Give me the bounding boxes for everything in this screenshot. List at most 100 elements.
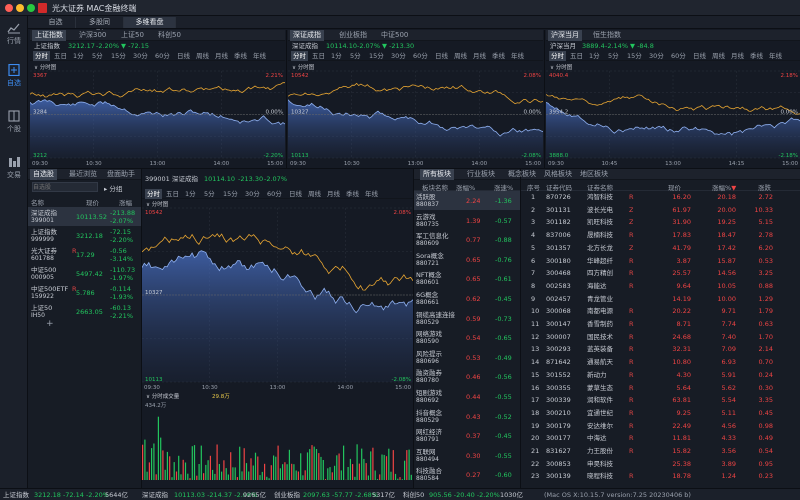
- list-item[interactable]: 深证成指 399001 10113.52 -213.88 -2.07%: [28, 207, 141, 226]
- table-row[interactable]: 8 002583 海能达 R 9.64 10.05 0.88: [521, 280, 800, 293]
- period-3[interactable]: 5分: [204, 190, 215, 198]
- table-row[interactable]: 21 831627 力王股份 R 15.82 3.56 0.54: [521, 445, 800, 458]
- list-item[interactable]: 军工信息化 880609 0.77 -0.88: [414, 230, 520, 249]
- tab-watchlist[interactable]: 自选: [36, 17, 76, 28]
- sidebar-item-market[interactable]: 行情: [0, 22, 28, 46]
- period-3[interactable]: 5分: [92, 52, 103, 60]
- period-0[interactable]: 分时: [145, 189, 162, 199]
- header-stock-pct[interactable]: 涨幅%▼: [712, 182, 736, 192]
- status-cy-label[interactable]: 创业板指: [274, 491, 300, 499]
- list-item[interactable]: 短剧游戏 880692 0.44 -0.55: [414, 387, 520, 406]
- period-1[interactable]: 五日: [570, 52, 583, 60]
- list-item[interactable]: 抖音概念 880529 0.43 -0.52: [414, 407, 520, 426]
- list-item[interactable]: NFT概念 880601 0.65 -0.61: [414, 269, 520, 288]
- period-8[interactable]: 周线: [308, 190, 321, 198]
- table-row[interactable]: 7 300468 四方精创 R 25.57 14.56 3.25: [521, 267, 800, 280]
- period-4[interactable]: 15分: [627, 52, 642, 60]
- list-item[interactable]: 融资融券 880780 0.46 -0.56: [414, 367, 520, 386]
- table-row[interactable]: 11 300147 香雪制药 R 8.71 7.74 0.63: [521, 318, 800, 331]
- watchlist-search-input[interactable]: [32, 182, 98, 192]
- list-item[interactable]: 互联网 880494 0.30 -0.55: [414, 446, 520, 465]
- period-10[interactable]: 季线: [750, 52, 763, 60]
- period-10[interactable]: 季线: [346, 190, 359, 198]
- tab-industry[interactable]: 行业板块: [467, 170, 495, 178]
- sidebar-item-trade[interactable]: 交易: [0, 156, 28, 180]
- period-11[interactable]: 年线: [511, 52, 524, 60]
- table-row[interactable]: 20 300177 中海达 R 11.81 4.33 0.49: [521, 432, 800, 445]
- period-3[interactable]: 5分: [350, 52, 361, 60]
- list-item[interactable]: 云游戏 880735 1.39 -0.57: [414, 211, 520, 230]
- period-1[interactable]: 五日: [54, 52, 67, 60]
- tab-my-stocks[interactable]: 自选股: [30, 169, 57, 180]
- table-row[interactable]: 10 300068 南都电源 R 20.22 9.71 1.79: [521, 305, 800, 318]
- list-item[interactable]: 光大证券 R 601788 17.29 -0.56 -3.14%: [28, 245, 141, 264]
- table-row[interactable]: 13 300293 蓝英装备 R 32.31 7.09 2.14: [521, 343, 800, 356]
- tab-all-sectors[interactable]: 所有板块: [420, 169, 454, 180]
- period-2[interactable]: 1分: [589, 52, 600, 60]
- table-row[interactable]: 17 300339 润和软件 R 63.81 5.54 3.35: [521, 394, 800, 407]
- table-row[interactable]: 9 002457 青龙管业 14.19 10.00 1.29: [521, 293, 800, 306]
- period-9[interactable]: 月线: [215, 52, 228, 60]
- table-row[interactable]: 19 300179 安达维尔 R 22.49 4.56 0.98: [521, 420, 800, 433]
- minimize-window-button[interactable]: [16, 4, 24, 12]
- list-item[interactable]: 铜缆高速连接 880529 0.59 -0.73: [414, 309, 520, 328]
- period-0[interactable]: 分时: [33, 51, 50, 61]
- period-2[interactable]: 1分: [331, 52, 342, 60]
- tab-region[interactable]: 地区板块: [580, 170, 608, 178]
- tab-recent[interactable]: 最近浏览: [69, 170, 97, 178]
- table-row[interactable]: 3 301182 凯旺科技 Z 31.90 19.25 5.15: [521, 216, 800, 229]
- period-4[interactable]: 15分: [111, 52, 126, 60]
- period-8[interactable]: 周线: [712, 52, 725, 60]
- list-item[interactable]: 上证指数 999999 3212.18 -72.15 -2.20%: [28, 226, 141, 245]
- tab-sz50[interactable]: 上证50: [121, 31, 144, 39]
- list-item[interactable]: 中证500 000905 5497.42 -110.73 -1.97%: [28, 264, 141, 283]
- period-5[interactable]: 30分: [391, 52, 406, 60]
- list-item[interactable]: 网红经济 880791 0.37 -0.45: [414, 426, 520, 445]
- table-row[interactable]: 14 871642 通易航天 R 10.80 6.93 0.70: [521, 356, 800, 369]
- table-row[interactable]: 16 300355 蒙草生态 R 5.64 5.62 0.30: [521, 382, 800, 395]
- period-7[interactable]: 日线: [177, 52, 190, 60]
- table-row[interactable]: 5 301357 北方长龙 Z 41.79 17.42 6.20: [521, 242, 800, 255]
- list-item[interactable]: 中证500ETF R 159922 5.786 -0.114 -1.93%: [28, 283, 141, 302]
- tab-sz-index[interactable]: 深证成指: [290, 30, 324, 41]
- status-sh-label[interactable]: 上证指数: [3, 491, 29, 499]
- period-1[interactable]: 五日: [166, 190, 179, 198]
- tab-if-month[interactable]: 沪深当月: [548, 30, 582, 41]
- list-item[interactable]: 网络游戏 880590 0.54 -0.65: [414, 328, 520, 347]
- period-3[interactable]: 5分: [608, 52, 619, 60]
- period-1[interactable]: 五日: [312, 52, 325, 60]
- table-row[interactable]: 18 300210 宜通世纪 R 9.25 5.11 0.45: [521, 407, 800, 420]
- period-8[interactable]: 周线: [454, 52, 467, 60]
- close-window-button[interactable]: [5, 4, 13, 12]
- period-5[interactable]: 30分: [133, 52, 148, 60]
- period-7[interactable]: 日线: [693, 52, 706, 60]
- tab-hsi[interactable]: 恒生指数: [593, 31, 621, 39]
- period-9[interactable]: 月线: [731, 52, 744, 60]
- sidebar-item-watchlist[interactable]: 自选: [0, 64, 28, 88]
- period-2[interactable]: 1分: [185, 190, 196, 198]
- status-kc-label[interactable]: 科创50: [403, 491, 425, 499]
- period-6[interactable]: 60分: [267, 190, 282, 198]
- table-row[interactable]: 2 301131 波长光电 Z 61.97 20.00 10.33: [521, 204, 800, 217]
- period-8[interactable]: 周线: [196, 52, 209, 60]
- list-item[interactable]: 上证50 IH50 2663.05 -60.13 -2.21%: [28, 302, 141, 321]
- period-11[interactable]: 年线: [769, 52, 782, 60]
- period-5[interactable]: 30分: [649, 52, 664, 60]
- group-button[interactable]: ▸ 分组: [104, 185, 123, 193]
- table-row[interactable]: 4 837006 晟楠科技 R 17.83 18.47 2.78: [521, 229, 800, 242]
- zoom-window-button[interactable]: [27, 4, 35, 12]
- tab-hs300[interactable]: 沪深300: [79, 31, 107, 39]
- table-row[interactable]: 15 301552 新动力 R 4.30 5.91 0.24: [521, 369, 800, 382]
- status-sz-label[interactable]: 深证成指: [142, 491, 168, 499]
- table-row[interactable]: 12 300007 国民技术 R 24.68 7.40 1.70: [521, 331, 800, 344]
- list-item[interactable]: 活跃股 880837 2.24 -1.36: [414, 191, 520, 210]
- tab-assistant[interactable]: 盘面助手: [107, 170, 135, 178]
- table-row[interactable]: 23 300139 晓程科技 R 18.78 1.24 0.23: [521, 470, 800, 483]
- list-item[interactable]: 科技融合 880584 0.27 -0.60: [414, 465, 520, 484]
- list-item[interactable]: 风险提示 880696 0.53 -0.49: [414, 348, 520, 367]
- period-6[interactable]: 60分: [155, 52, 170, 60]
- list-item[interactable]: 6G概念 880661 0.62 -0.45: [414, 289, 520, 308]
- tab-concept[interactable]: 概念板块: [508, 170, 536, 178]
- period-7[interactable]: 日线: [435, 52, 448, 60]
- table-row[interactable]: 1 870726 鸿智科技 R 16.20 20.18 2.72: [521, 191, 800, 204]
